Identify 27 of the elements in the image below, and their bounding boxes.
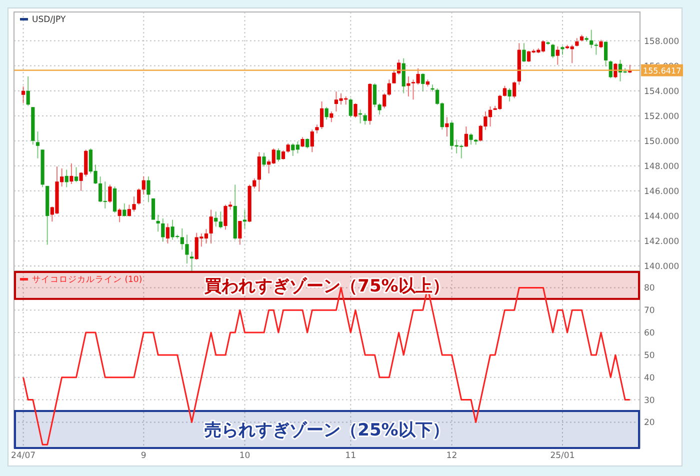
y-tick-label: 146.000 bbox=[644, 186, 680, 197]
y-tick-label: 20 bbox=[644, 418, 655, 428]
x-tick-label: 24/07 bbox=[11, 451, 36, 461]
y-tick-label: 152.000 bbox=[644, 112, 680, 122]
band-label: 買われすぎゾーン（75%以上） bbox=[204, 276, 450, 296]
y-tick-label: 80 bbox=[644, 284, 655, 294]
y-tick-label: 50 bbox=[644, 350, 655, 361]
x-tick-label: 25/01 bbox=[550, 451, 575, 461]
x-tick-label: 11 bbox=[345, 451, 356, 461]
y-tick-label: 158.000 bbox=[644, 36, 680, 47]
x-tick-label: 9 bbox=[140, 451, 146, 461]
y-tick-label: 150.000 bbox=[644, 136, 680, 147]
y-tick-label: 154.000 bbox=[644, 86, 680, 97]
y-tick-label: 40 bbox=[644, 373, 655, 384]
chart-title: USD/JPY bbox=[32, 15, 66, 25]
x-tick-label: 10 bbox=[239, 451, 250, 461]
y-tick-label: 60 bbox=[644, 328, 655, 339]
band-label: 売られすぎゾーン（25%以下） bbox=[204, 420, 450, 441]
x-tick-label: 12 bbox=[446, 451, 458, 461]
y-tick-label: 148.000 bbox=[644, 162, 680, 172]
y-tick-label: 30 bbox=[644, 396, 655, 406]
y-tick-label: 142.000 bbox=[644, 236, 680, 247]
y-tick-label: 70 bbox=[644, 306, 655, 316]
legend-label: サイコロジカルライン (10) bbox=[32, 275, 142, 285]
ref-line-label: 155.6417 bbox=[643, 66, 682, 76]
y-tick-label: 140.000 bbox=[644, 262, 680, 272]
y-tick-label: 144.000 bbox=[644, 212, 680, 222]
